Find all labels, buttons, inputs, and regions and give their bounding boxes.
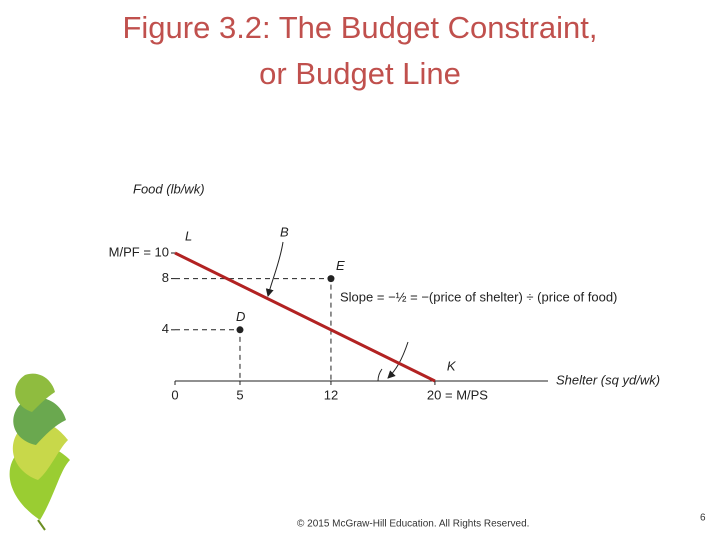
stem xyxy=(37,519,46,531)
budget-line xyxy=(174,251,436,383)
x-axis-label: Shelter (sq yd/wk) xyxy=(556,372,660,387)
x-tick-label: 20 = M/PS xyxy=(427,387,488,402)
title-line: Figure 3.2: The Budget Constraint, xyxy=(122,10,597,45)
page-number: 6 xyxy=(700,513,706,524)
point xyxy=(327,275,335,283)
y-tick-label: M/PF = 10 xyxy=(109,244,169,259)
x-tick-label: 5 xyxy=(236,387,243,402)
footer: © 2015 McGraw-Hill Education. All Rights… xyxy=(297,519,529,530)
angle-arc xyxy=(377,368,383,382)
ginkgo-decoration xyxy=(9,373,70,531)
title-line: or Budget Line xyxy=(259,56,461,91)
y-axis-label: Food (lb/wk) xyxy=(133,181,205,196)
leaf xyxy=(15,373,56,412)
y-tick-label: 8 xyxy=(162,270,169,285)
x-tick-label: 12 xyxy=(324,387,338,402)
annotation: Slope = −½ = −(price of shelter) ÷ (pric… xyxy=(340,289,617,304)
point xyxy=(236,326,244,334)
line-label: L xyxy=(185,228,192,243)
x-tick-label: 0 xyxy=(171,387,178,402)
guide-line xyxy=(175,278,332,381)
y-tick-label: 4 xyxy=(162,321,169,336)
point-label: E xyxy=(336,258,345,273)
line-label: K xyxy=(447,358,457,373)
arrow xyxy=(265,241,284,297)
guide-line xyxy=(175,329,241,381)
point-label: D xyxy=(236,309,245,324)
annotation: B xyxy=(280,224,289,239)
